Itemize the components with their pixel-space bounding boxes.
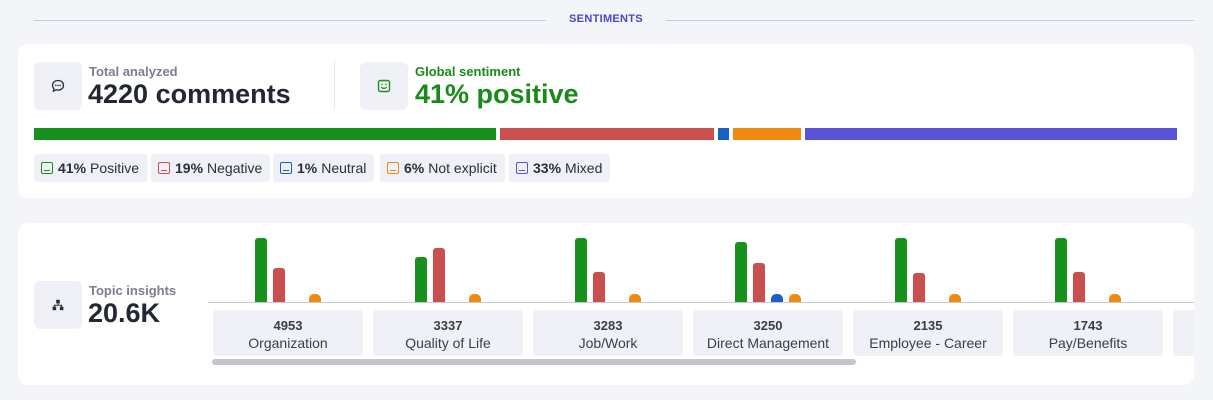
legend-mixed-label: Mixed [565, 160, 603, 176]
positive-icon [41, 162, 53, 174]
topic-count: 2135 [913, 318, 943, 333]
bar-not-explicit[interactable] [1109, 294, 1121, 302]
legend-positive-pct: 41% [58, 160, 87, 176]
topic-count: 1743 [1073, 318, 1103, 333]
topic-insights-label: Topic insights [89, 283, 177, 298]
legend-negative-label: Negative [207, 160, 263, 176]
bar-not-explicit[interactable] [309, 294, 321, 302]
not-explicit-icon [387, 162, 399, 174]
topic-count: 4953 [273, 318, 303, 333]
bar-not-explicit[interactable] [469, 294, 481, 302]
bar-positive[interactable] [255, 238, 267, 302]
bar-not-explicit[interactable] [789, 294, 801, 302]
legend-not-explicit-label: Not explicit [428, 160, 497, 176]
bar-not-explicit[interactable] [629, 294, 641, 302]
legend-negative[interactable]: 19% Negative [151, 154, 271, 182]
section-title: SENTIMENTS [569, 13, 643, 25]
legend-positive-label: Positive [90, 160, 140, 176]
segment-not-explicit[interactable] [733, 128, 801, 140]
negative-icon [158, 162, 170, 174]
legend-positive[interactable]: 41% Positive [34, 154, 148, 182]
bar-positive[interactable] [895, 238, 907, 302]
section-divider-right [666, 20, 1194, 21]
neutral-icon [280, 162, 292, 174]
bar-positive[interactable] [415, 257, 427, 302]
legend-neutral-label: Neutral [321, 160, 367, 176]
legend-neutral-pct: 1% [297, 160, 318, 176]
legend-not-explicit-pct: 6% [404, 160, 425, 176]
bar-negative[interactable] [913, 273, 925, 302]
mixed-icon [516, 162, 528, 174]
global-sentiment-value: 41% positive [415, 79, 579, 109]
legend-mixed[interactable]: 33% Mixed [509, 154, 611, 182]
bar-negative[interactable] [593, 272, 605, 302]
bar-positive[interactable] [575, 238, 587, 302]
topic-name: Organization [248, 335, 328, 351]
topic-name: Job/Work [578, 335, 638, 351]
total-analyzed-value: 4220 comments [88, 79, 291, 109]
horizontal-scrollbar[interactable] [212, 359, 856, 365]
bar-negative[interactable] [273, 268, 285, 302]
legend-negative-pct: 19% [175, 160, 204, 176]
global-sentiment-label: Global sentiment [415, 64, 521, 79]
topic-count: 3250 [753, 318, 783, 333]
topic-count: 3337 [433, 318, 463, 333]
topic-card-employee-career[interactable]: 2135 Employee - Career [853, 310, 1003, 356]
legend-not-explicit[interactable]: 6% Not explicit [380, 154, 505, 182]
topic-name: Employee - Career [869, 335, 987, 351]
hierarchy-icon [34, 281, 82, 329]
bar-positive[interactable] [735, 242, 747, 302]
bar-positive[interactable] [1055, 238, 1067, 302]
topic-insights-value: 20.6K [88, 298, 161, 328]
topic-card-organization[interactable]: 4953 Organization [213, 310, 363, 356]
total-analyzed-label: Total analyzed [89, 64, 178, 79]
topic-insights-card: Topic insights 20.6K 4953 Organization 3… [18, 223, 1194, 385]
topic-card-pay-benefits[interactable]: 1743 Pay/Benefits [1013, 310, 1163, 356]
topic-count: 3283 [593, 318, 623, 333]
bar-negative[interactable] [753, 263, 765, 302]
topic-name: Direct Management [706, 335, 830, 351]
segment-neutral[interactable] [718, 128, 729, 140]
section-divider-left [34, 20, 546, 21]
legend-neutral[interactable]: 1% Neutral [273, 154, 375, 182]
bar-not-explicit[interactable] [949, 294, 961, 302]
topic-card-next[interactable] [1173, 310, 1194, 356]
smiley-icon [360, 62, 408, 110]
chart-baseline [208, 302, 1194, 303]
topic-name: Pay/Benefits [1048, 335, 1128, 351]
segment-mixed[interactable] [805, 128, 1177, 140]
section-header: SENTIMENTS [34, 10, 1194, 30]
bar-neutral[interactable] [771, 294, 783, 302]
legend-mixed-pct: 33% [533, 160, 562, 176]
bar-negative[interactable] [433, 248, 445, 302]
stat-divider [334, 61, 335, 109]
topic-card-job-work[interactable]: 3283 Job/Work [533, 310, 683, 356]
topic-card-direct-management[interactable]: 3250 Direct Management [693, 310, 843, 356]
bar-negative[interactable] [1073, 272, 1085, 302]
sentiment-summary-card: Total analyzed 4220 comments Global sent… [18, 44, 1194, 198]
chat-bubble-icon [34, 62, 82, 110]
segment-negative[interactable] [500, 128, 714, 140]
topic-card-quality-of-life[interactable]: 3337 Quality of Life [373, 310, 523, 356]
segment-positive[interactable] [34, 128, 496, 140]
topic-name: Quality of Life [405, 335, 491, 351]
